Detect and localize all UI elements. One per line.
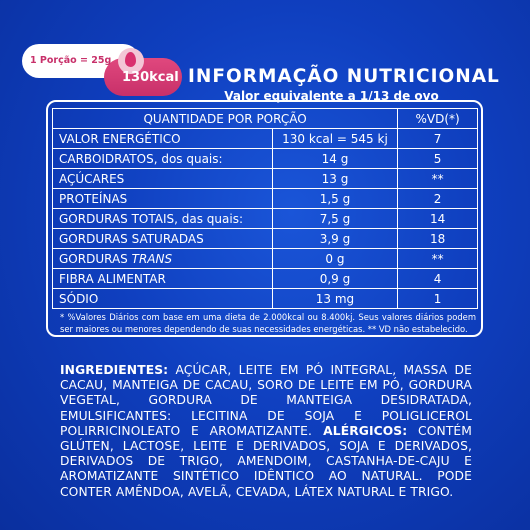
nutrient-vd: 18 <box>397 228 478 249</box>
allergens-text: CONTÉM GLÚTEN, LACTOSE, LEITE E DERIVADO… <box>60 423 473 499</box>
nutrient-vd: 1 <box>397 288 478 309</box>
table-row: SÓDIO 13 mg 1 <box>52 288 478 309</box>
nutrient-name: GORDURAS TOTAIS, das quais: <box>52 208 273 229</box>
table-row: AÇÚCARES 13 g ** <box>52 168 478 189</box>
nutrient-vd: 14 <box>397 208 478 229</box>
nutrient-qty: 1,5 g <box>271 188 399 209</box>
page-subtitle: Valor equivalente a 1/13 de ovo <box>224 89 439 103</box>
nutrient-qty: 0,9 g <box>271 268 399 289</box>
nutrient-vd: 7 <box>397 128 478 149</box>
nutrient-name-italic: TRANS <box>131 251 173 266</box>
ingredients-block: INGREDIENTES: AÇÚCAR, LEITE EM PÓ INTEGR… <box>60 363 472 500</box>
allergens-label: ALÉRGICOS: <box>323 423 408 438</box>
nutrient-qty: 14 g <box>271 148 399 169</box>
table-row: GORDURAS TOTAIS, das quais: 7,5 g 14 <box>52 208 478 229</box>
portion-label: 1 Porção = 25g <box>30 55 112 66</box>
nutrient-name: GORDURAS SATURADAS <box>52 228 273 249</box>
header-vd: %VD(*) <box>397 108 478 129</box>
nutrient-qty: 7,5 g <box>271 208 399 229</box>
nutrient-qty: 130 kcal = 545 kj <box>271 128 399 149</box>
nutrient-name: FIBRA ALIMENTAR <box>52 268 273 289</box>
header-portion: QUANTIDADE POR PORÇÃO <box>51 108 399 129</box>
portion-badge: 1 Porção = 25g 130kcal <box>22 44 182 96</box>
nutrient-name-prefix: GORDURAS <box>59 251 132 266</box>
nutrient-qty: 13 g <box>271 168 399 189</box>
nutrient-qty: 3,9 g <box>271 228 399 249</box>
nutrient-qty: 13 mg <box>271 288 399 309</box>
table-header-row: QUANTIDADE POR PORÇÃO %VD(*) <box>51 108 478 129</box>
nutrient-name: SÓDIO <box>52 288 273 309</box>
nutrient-name: VALOR ENERGÉTICO <box>52 128 273 149</box>
nutrient-vd: ** <box>397 168 478 189</box>
nutrient-vd: 4 <box>397 268 478 289</box>
nutrient-vd: ** <box>397 248 478 269</box>
page-title: INFORMAÇÃO NUTRICIONAL <box>188 66 500 87</box>
table-row: FIBRA ALIMENTAR 0,9 g 4 <box>52 268 478 289</box>
table-row: GORDURAS SATURADAS 3,9 g 18 <box>52 228 478 249</box>
nutrient-vd: 5 <box>397 148 478 169</box>
nutrient-name: GORDURAS TRANS <box>52 248 273 269</box>
ingredients-text: AÇÚCAR, LEITE EM PÓ INTEGRAL, MASSA DE C… <box>60 363 472 438</box>
nutrition-panel <box>46 100 483 337</box>
nutrition-table: QUANTIDADE POR PORÇÃO %VD(*) VALOR ENERG… <box>51 108 478 309</box>
nutrient-name: AÇÚCARES <box>52 168 273 189</box>
kcal-label: 130kcal <box>122 70 179 85</box>
table-row: VALOR ENERGÉTICO 130 kcal = 545 kj 7 <box>52 128 478 149</box>
nutrient-name: PROTEÍNAS <box>52 188 273 209</box>
table-row: CARBOIDRATOS, dos quais: 14 g 5 <box>52 148 478 169</box>
table-row: GORDURAS TRANS 0 g ** <box>52 248 478 269</box>
nutrient-vd: 2 <box>397 188 478 209</box>
nutrient-qty: 0 g <box>271 248 399 269</box>
table-row: PROTEÍNAS 1,5 g 2 <box>52 188 478 209</box>
egg-icon <box>125 52 136 67</box>
ingredients-label: INGREDIENTES: <box>60 363 169 377</box>
footnote: * %Valores Diários com base em uma dieta… <box>60 312 476 334</box>
nutrient-name: CARBOIDRATOS, dos quais: <box>52 148 273 169</box>
